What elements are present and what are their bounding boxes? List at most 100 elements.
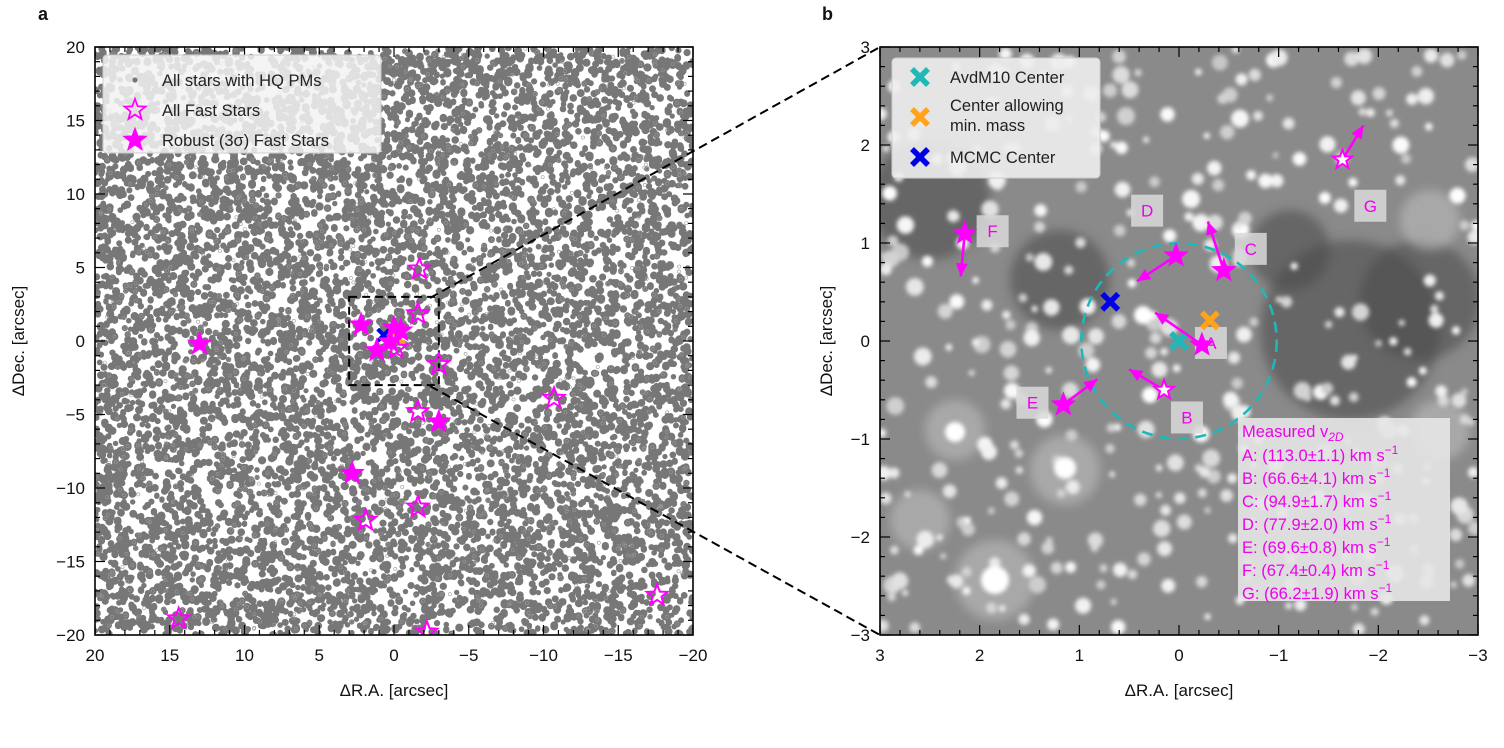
x-tick-label: −10 bbox=[529, 646, 558, 665]
image-star bbox=[1163, 229, 1176, 242]
image-star bbox=[1114, 225, 1126, 237]
image-star bbox=[946, 344, 953, 351]
image-star bbox=[1134, 494, 1146, 506]
image-star bbox=[936, 534, 942, 540]
y-tick-label: 20 bbox=[66, 38, 85, 57]
star-label-E: E bbox=[1027, 394, 1038, 413]
legend-a: All stars with HQ PMs All Fast Stars Rob… bbox=[103, 55, 381, 153]
dark-region bbox=[1010, 230, 1110, 330]
image-star bbox=[1334, 307, 1344, 317]
image-star bbox=[876, 620, 889, 633]
image-star bbox=[1088, 328, 1104, 344]
image-star bbox=[1220, 125, 1234, 139]
image-star bbox=[1207, 161, 1221, 175]
image-star bbox=[1029, 576, 1046, 593]
image-star bbox=[1231, 110, 1249, 128]
y-tick-label: 0 bbox=[76, 332, 85, 351]
image-star bbox=[1429, 313, 1444, 328]
image-star bbox=[1099, 564, 1107, 572]
image-star bbox=[1128, 570, 1138, 580]
image-star bbox=[1351, 90, 1366, 105]
image-star bbox=[1319, 136, 1335, 152]
image-star bbox=[1023, 330, 1039, 346]
image-star bbox=[988, 507, 995, 514]
bright-star bbox=[1142, 387, 1158, 403]
image-star bbox=[1352, 304, 1369, 321]
image-star bbox=[1156, 492, 1162, 498]
image-star bbox=[1160, 107, 1174, 121]
image-star bbox=[1293, 152, 1307, 166]
bright-star bbox=[1134, 306, 1152, 324]
x-tick-label: 15 bbox=[160, 646, 179, 665]
image-star bbox=[1157, 541, 1172, 556]
image-star bbox=[1153, 520, 1170, 537]
image-star bbox=[925, 376, 937, 388]
image-star bbox=[1174, 492, 1185, 503]
image-star bbox=[1143, 137, 1149, 143]
image-star bbox=[1019, 614, 1030, 625]
y-tick-label: −3 bbox=[851, 626, 870, 645]
image-star bbox=[897, 216, 914, 233]
image-star bbox=[1046, 537, 1053, 544]
image-star bbox=[1212, 55, 1228, 71]
image-star bbox=[1019, 294, 1028, 303]
image-star bbox=[1373, 87, 1386, 100]
x-tick-label: 1 bbox=[1075, 646, 1084, 665]
image-star bbox=[1266, 94, 1273, 101]
y-tick-label: −5 bbox=[66, 406, 85, 425]
image-star bbox=[1424, 49, 1438, 63]
image-star bbox=[1184, 212, 1193, 221]
legend-b: AvdM10 Center Center allowing min. mass … bbox=[892, 58, 1100, 178]
image-star bbox=[1004, 365, 1019, 380]
x-tick-label: −15 bbox=[604, 646, 633, 665]
x-tick-label: 0 bbox=[389, 646, 398, 665]
image-star bbox=[1227, 473, 1237, 483]
x-tick-label: −5 bbox=[459, 646, 478, 665]
image-star bbox=[1005, 320, 1015, 330]
image-star bbox=[1375, 340, 1382, 347]
image-star bbox=[922, 256, 933, 267]
image-star bbox=[1366, 108, 1375, 117]
x-tick-label: 10 bbox=[235, 646, 254, 665]
image-star bbox=[1425, 123, 1433, 131]
legend-entry-min-mass-line1: Center allowing bbox=[950, 97, 1064, 115]
image-star bbox=[1449, 188, 1465, 204]
image-star bbox=[1386, 110, 1393, 117]
star-label-C: C bbox=[1245, 240, 1257, 259]
image-star bbox=[1235, 223, 1242, 230]
image-star bbox=[1115, 182, 1131, 198]
image-star bbox=[902, 590, 908, 596]
image-star bbox=[890, 546, 899, 555]
velocity-row-B: B: (66.6±4.1) km s−1 bbox=[1242, 466, 1391, 488]
image-star bbox=[1199, 467, 1210, 478]
image-star bbox=[1034, 253, 1052, 271]
image-star bbox=[1246, 170, 1256, 180]
image-star bbox=[1042, 542, 1055, 555]
image-star bbox=[1122, 81, 1139, 98]
image-star bbox=[986, 603, 997, 614]
image-star bbox=[1001, 399, 1012, 410]
image-star bbox=[1399, 320, 1405, 326]
image-star bbox=[1461, 388, 1468, 395]
image-star bbox=[1285, 602, 1292, 609]
y-axis-title-b: ΔDec. [arcsec] bbox=[817, 286, 836, 397]
y-tick-label: −20 bbox=[56, 626, 85, 645]
image-star bbox=[1017, 532, 1030, 545]
image-star bbox=[1109, 471, 1115, 477]
x-tick-label: −20 bbox=[679, 646, 708, 665]
velocity-row-G: G: (66.2±1.9) km s−1 bbox=[1242, 581, 1393, 603]
panel-label-a: a bbox=[38, 4, 49, 24]
x-tick-label: 2 bbox=[975, 646, 984, 665]
bright-star bbox=[1054, 457, 1076, 479]
image-star bbox=[891, 572, 908, 589]
image-star bbox=[1455, 559, 1465, 569]
image-star bbox=[1195, 69, 1202, 76]
y-tick-label: 2 bbox=[861, 136, 870, 155]
image-star bbox=[1107, 424, 1116, 433]
image-star bbox=[887, 593, 896, 602]
y-axis-title-a: ΔDec. [arcsec] bbox=[9, 286, 28, 397]
image-star bbox=[972, 277, 979, 284]
image-star bbox=[882, 186, 897, 201]
image-star bbox=[1468, 230, 1482, 244]
